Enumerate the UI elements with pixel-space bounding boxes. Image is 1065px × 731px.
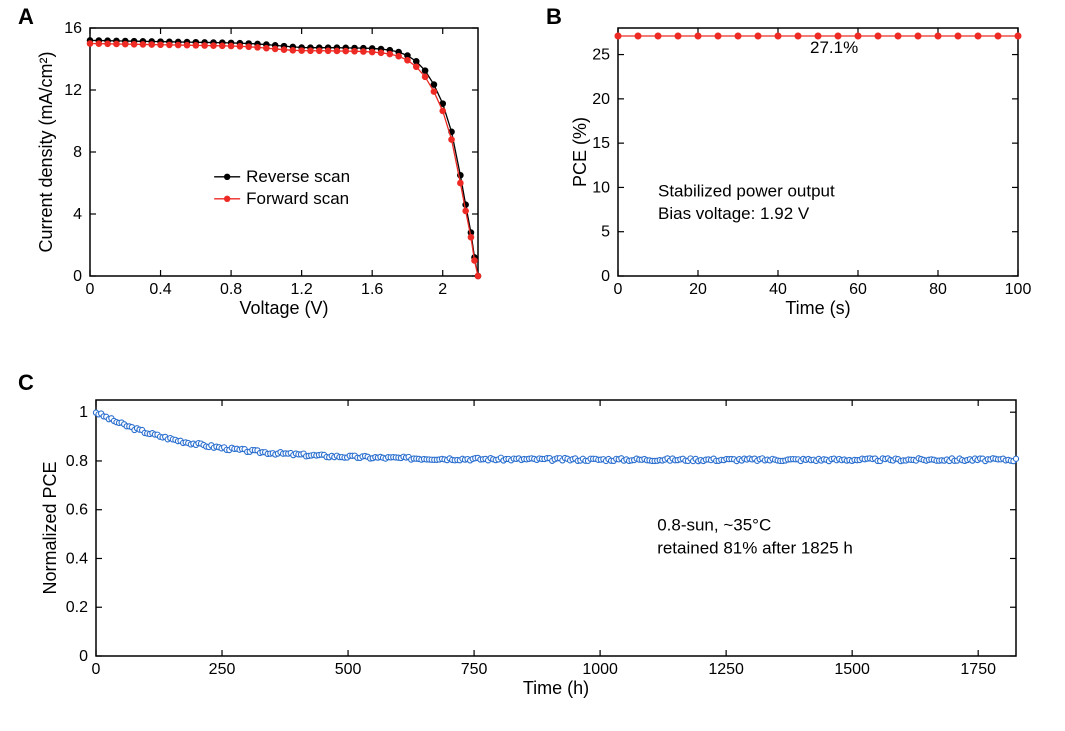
panel-b-xlabel: Time (s) [618,298,1018,319]
svg-text:0: 0 [601,268,610,285]
svg-text:20: 20 [592,91,610,108]
svg-text:0: 0 [86,281,95,298]
svg-text:25: 25 [592,47,610,64]
svg-text:80: 80 [929,281,947,298]
svg-text:15: 15 [592,135,610,152]
svg-text:16: 16 [64,20,82,37]
svg-text:1500: 1500 [834,661,870,678]
svg-text:Bias voltage: 1.92 V: Bias voltage: 1.92 V [658,204,810,223]
panel-a-xlabel: Voltage (V) [90,298,478,319]
svg-text:4: 4 [73,206,82,223]
panel-b-ylabel: PCE (%) [570,28,591,276]
svg-text:1.2: 1.2 [291,281,313,298]
panel-a-ylabel: Current density (mA/cm²) [36,28,57,276]
svg-text:12: 12 [64,82,82,99]
svg-text:10: 10 [592,179,610,196]
svg-text:500: 500 [335,661,362,678]
panel-c-xlabel: Time (h) [96,678,1016,699]
svg-text:1.6: 1.6 [361,281,383,298]
svg-text:1: 1 [79,404,88,421]
svg-text:100: 100 [1005,281,1032,298]
svg-text:0.8: 0.8 [66,453,88,470]
svg-text:0: 0 [92,661,101,678]
svg-text:27.1%: 27.1% [810,38,858,57]
svg-text:Stabilized power output: Stabilized power output [658,182,835,201]
svg-text:retained 81% after 1825 h: retained 81% after 1825 h [657,539,853,558]
svg-text:40: 40 [769,281,787,298]
svg-text:60: 60 [849,281,867,298]
svg-text:Reverse scan: Reverse scan [246,167,350,186]
svg-text:0.2: 0.2 [66,599,88,616]
svg-text:5: 5 [601,224,610,241]
svg-text:2: 2 [438,281,447,298]
svg-text:750: 750 [461,661,488,678]
figure-canvas: 00.40.81.21.620481216Reverse scanForward… [0,0,1065,731]
svg-text:0.4: 0.4 [149,281,171,298]
svg-text:Forward scan: Forward scan [246,189,349,208]
svg-text:0: 0 [614,281,623,298]
svg-text:8: 8 [73,144,82,161]
svg-text:0.8: 0.8 [220,281,242,298]
svg-text:250: 250 [209,661,236,678]
panel-c-ylabel: Normalized PCE [40,400,61,656]
svg-text:0.8-sun, ~35°C: 0.8-sun, ~35°C [657,516,771,535]
svg-text:0: 0 [79,648,88,665]
svg-text:20: 20 [689,281,707,298]
svg-text:1750: 1750 [960,661,996,678]
svg-text:0.6: 0.6 [66,502,88,519]
svg-text:0.4: 0.4 [66,550,88,567]
svg-text:1000: 1000 [582,661,618,678]
svg-text:1250: 1250 [708,661,744,678]
svg-text:0: 0 [73,268,82,285]
